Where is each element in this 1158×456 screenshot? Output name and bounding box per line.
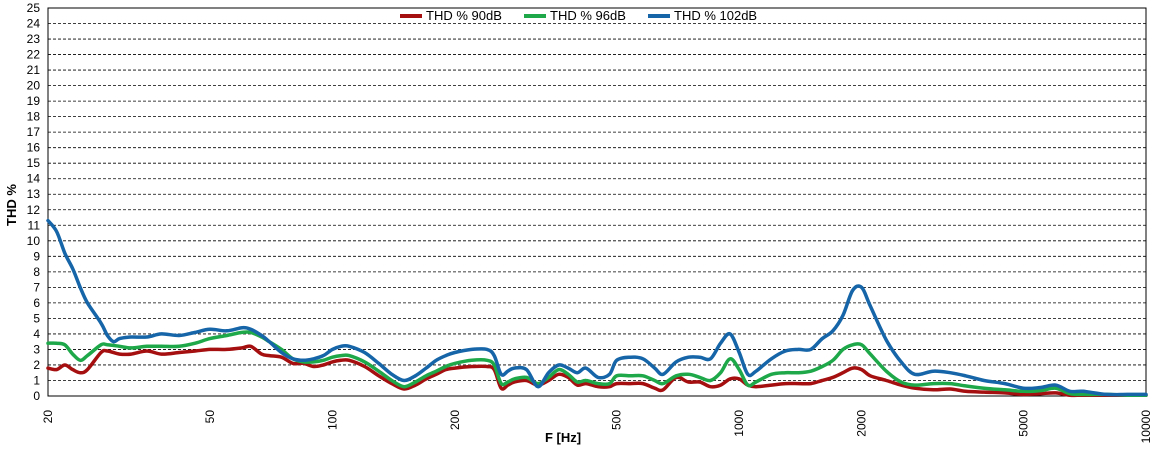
y-tick-label: 0 xyxy=(33,389,40,403)
x-tick-label: 200 xyxy=(448,410,462,430)
y-tick-label: 23 xyxy=(27,32,41,46)
x-tick-label: 500 xyxy=(610,410,624,430)
legend-label-3: THD % 102dB xyxy=(674,8,757,23)
y-tick-label: 5 xyxy=(33,311,40,325)
y-axis-ticks: 0123456789101112131415161718192021222324… xyxy=(27,1,41,403)
plot-frame xyxy=(47,7,1147,397)
y-tick-label: 10 xyxy=(27,234,41,248)
y-tick-label: 8 xyxy=(33,265,40,279)
x-tick-label: 5000 xyxy=(1017,410,1031,437)
y-tick-label: 18 xyxy=(27,110,41,124)
y-tick-label: 15 xyxy=(27,156,41,170)
y-tick-label: 17 xyxy=(27,125,41,139)
y-tick-label: 19 xyxy=(27,94,41,108)
x-axis-ticks: 20 50 100 200 500 1000 2000 5000 10000 xyxy=(41,410,1153,444)
x-tick-label: 10000 xyxy=(1139,410,1153,444)
y-tick-label: 9 xyxy=(33,249,40,263)
y-tick-label: 25 xyxy=(27,1,41,15)
y-tick-label: 21 xyxy=(27,63,41,77)
y-tick-label: 1 xyxy=(33,373,40,387)
x-tick-label: 100 xyxy=(325,410,339,430)
series-line-1 xyxy=(46,344,1148,398)
y-tick-label: 12 xyxy=(27,203,41,217)
y-tick-label: 20 xyxy=(27,79,41,93)
y-tick-label: 22 xyxy=(27,48,41,62)
series-lines xyxy=(46,218,1148,398)
x-tick-label: 20 xyxy=(41,410,55,424)
x-axis-title: F [Hz] xyxy=(545,430,581,445)
y-tick-label: 24 xyxy=(27,17,41,31)
x-tick-label: 2000 xyxy=(855,410,869,437)
legend-label-2: THD % 96dB xyxy=(550,8,626,23)
y-tick-label: 3 xyxy=(33,342,40,356)
y-tick-label: 13 xyxy=(27,187,41,201)
x-tick-label: 1000 xyxy=(732,410,746,437)
legend: THD % 90dB THD % 96dB THD % 102dB xyxy=(400,8,757,23)
legend-label-1: THD % 90dB xyxy=(426,8,502,23)
y-tick-label: 4 xyxy=(33,327,40,341)
y-tick-label: 11 xyxy=(28,218,41,232)
y-tick-label: 2 xyxy=(33,358,40,372)
y-tick-label: 7 xyxy=(33,280,40,294)
y-tick-label: 14 xyxy=(27,172,41,186)
y-tick-label: 16 xyxy=(27,141,41,155)
y-tick-label: 6 xyxy=(33,296,40,310)
y-axis-title: THD % xyxy=(4,184,19,226)
grid-lines xyxy=(48,23,1146,381)
series-line-3 xyxy=(46,218,1148,397)
x-tick-label: 50 xyxy=(203,410,217,424)
series-line-2 xyxy=(46,330,1148,398)
